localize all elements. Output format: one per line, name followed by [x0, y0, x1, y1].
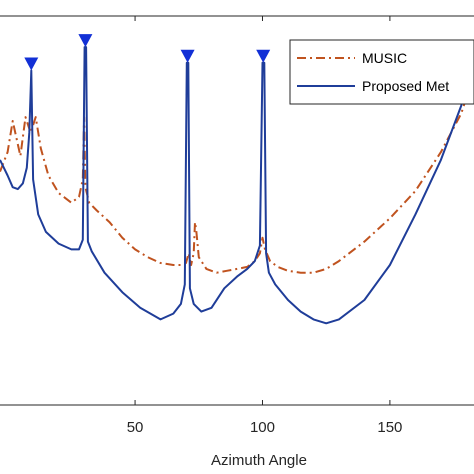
peak-markers	[24, 34, 271, 71]
legend: MUSIC Proposed Met	[289, 39, 474, 105]
peak-marker	[24, 57, 39, 71]
peak-marker	[180, 49, 195, 63]
series-line-music	[0, 74, 474, 274]
x-tick-label: 100	[250, 419, 275, 436]
x-axis-label: Azimuth Angle	[211, 452, 307, 469]
x-tick-label: 50	[127, 419, 144, 436]
peak-marker	[256, 49, 271, 63]
x-axis-ticks: 50 100 150	[127, 16, 402, 436]
legend-box	[289, 39, 474, 105]
series-line-proposed	[0, 46, 474, 325]
series-layer	[0, 46, 474, 325]
legend-label-proposed: Proposed Met	[362, 78, 449, 94]
x-tick-label: 150	[377, 419, 402, 436]
peak-marker	[78, 34, 93, 48]
legend-label-music: MUSIC	[362, 50, 407, 66]
